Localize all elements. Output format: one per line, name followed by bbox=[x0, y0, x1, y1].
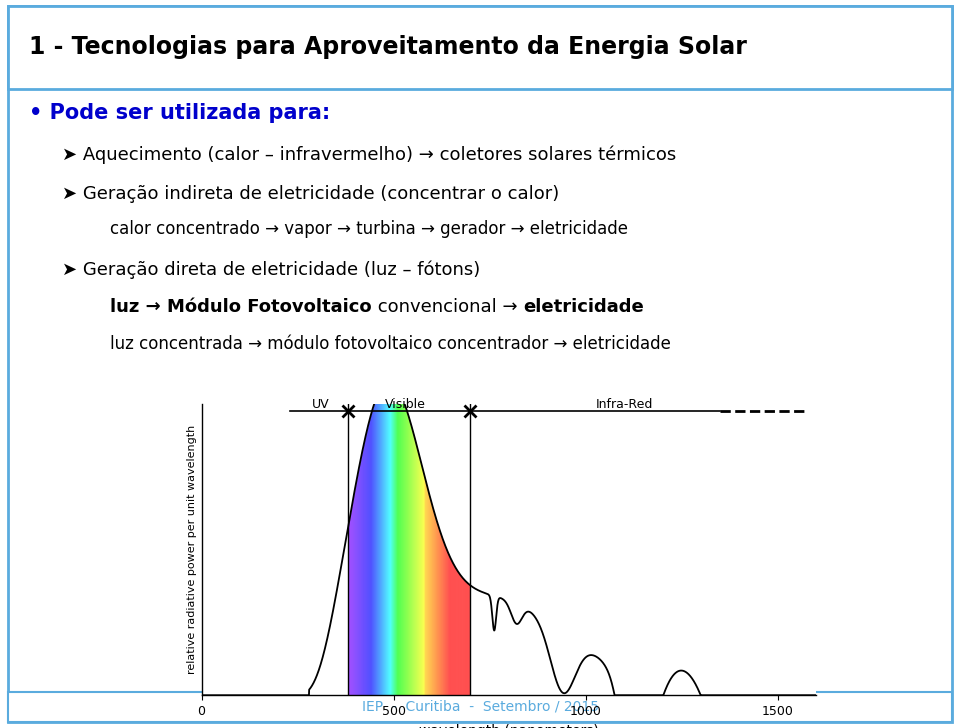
Y-axis label: relative radiative power per unit wavelength: relative radiative power per unit wavele… bbox=[187, 425, 198, 674]
Text: Visible: Visible bbox=[385, 398, 425, 411]
Text: Módulo Fotovoltaico: Módulo Fotovoltaico bbox=[167, 298, 372, 316]
Text: ➤ Aquecimento (calor – infravermelho) → coletores solares térmicos: ➤ Aquecimento (calor – infravermelho) → … bbox=[62, 146, 677, 165]
FancyBboxPatch shape bbox=[8, 692, 952, 722]
Text: 1 - Tecnologias para Aproveitamento da Energia Solar: 1 - Tecnologias para Aproveitamento da E… bbox=[29, 36, 747, 59]
Text: luz concentrada → módulo fotovoltaico concentrador → eletricidade: luz concentrada → módulo fotovoltaico co… bbox=[110, 335, 671, 352]
FancyBboxPatch shape bbox=[8, 6, 952, 89]
Text: IEP  -  Curitiba  -  Setembro / 2015: IEP - Curitiba - Setembro / 2015 bbox=[362, 700, 598, 714]
Text: UV: UV bbox=[312, 398, 329, 411]
Text: luz →: luz → bbox=[110, 298, 167, 316]
Text: convencional →: convencional → bbox=[372, 298, 523, 316]
Text: calor concentrado → vapor → turbina → gerador → eletricidade: calor concentrado → vapor → turbina → ge… bbox=[110, 221, 629, 238]
Text: • Pode ser utilizada para:: • Pode ser utilizada para: bbox=[29, 103, 330, 123]
Text: ➤ Geração indireta de eletricidade (concentrar o calor): ➤ Geração indireta de eletricidade (conc… bbox=[62, 186, 560, 203]
Text: ➤ Geração direta de eletricidade (luz – fótons): ➤ Geração direta de eletricidade (luz – … bbox=[62, 260, 481, 279]
Text: eletricidade: eletricidade bbox=[523, 298, 644, 316]
Text: Infra-Red: Infra-Red bbox=[595, 398, 653, 411]
X-axis label: wavelength (nanometers): wavelength (nanometers) bbox=[419, 724, 599, 728]
